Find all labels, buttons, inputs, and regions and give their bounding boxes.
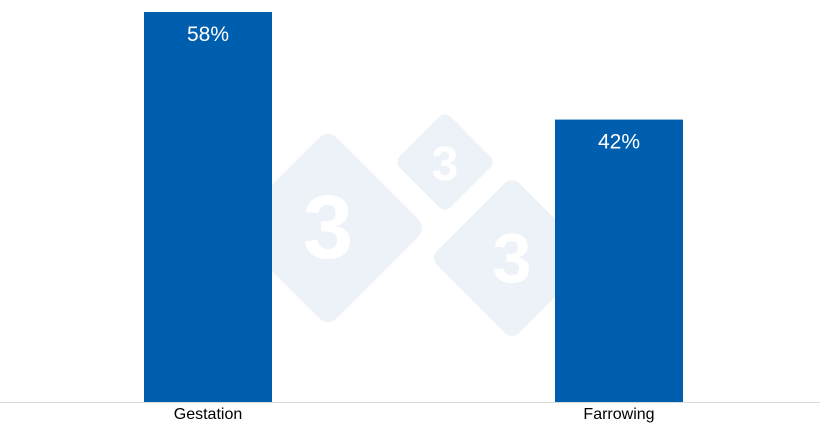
bar-gestation [144,12,272,402]
x-tick-label: Gestation [174,406,242,423]
svg-text:3: 3 [432,138,459,191]
svg-text:3: 3 [303,178,353,278]
data-label: 58% [187,23,229,46]
watermark-logo: 3 3 3 [233,114,590,336]
svg-text:3: 3 [493,219,532,297]
x-tick-label: Farrowing [583,406,654,423]
data-label: 42% [598,131,640,154]
bar-farrowing [555,119,683,402]
